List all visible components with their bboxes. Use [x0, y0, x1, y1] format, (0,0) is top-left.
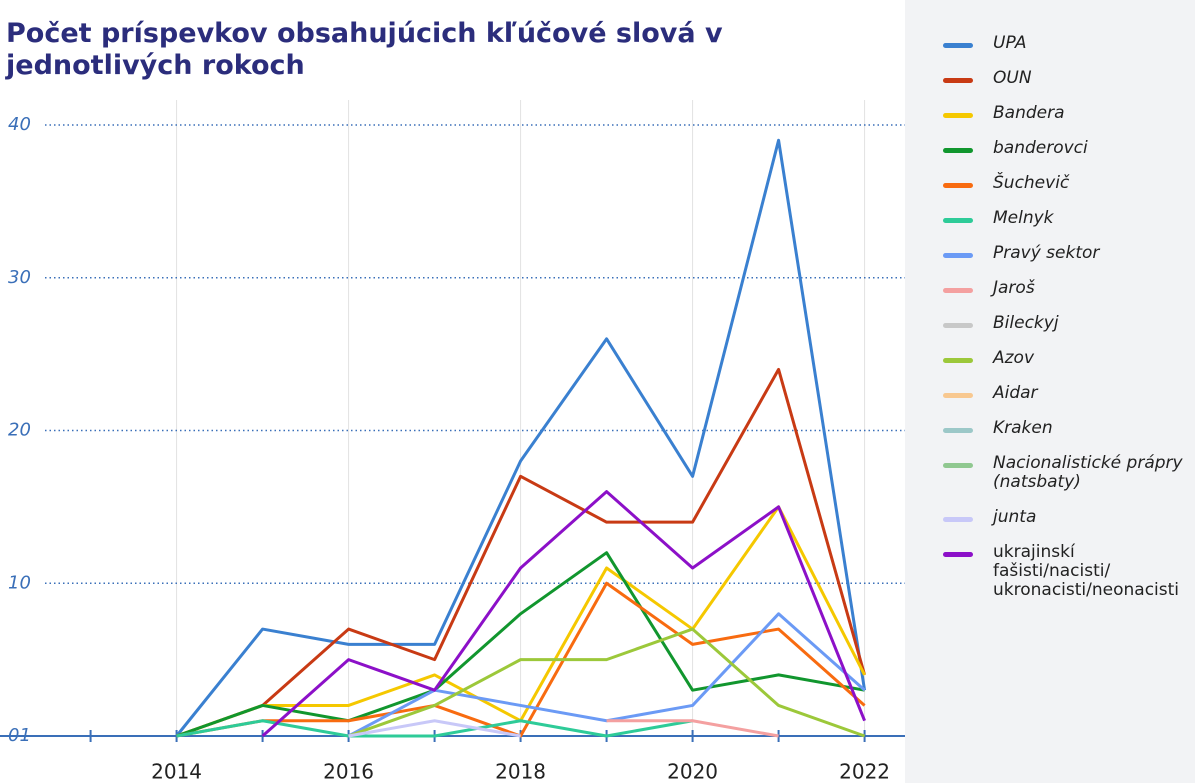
x-tick-label: 2020 — [667, 760, 718, 783]
legend-swatch — [943, 517, 973, 522]
chart-title: Počet príspevkov obsahujúcich kľúčové sl… — [6, 18, 723, 81]
series-line — [175, 138, 867, 737]
series-line — [261, 490, 866, 738]
legend-item: Kraken — [943, 419, 1195, 438]
legend-label: Azov — [993, 348, 1035, 368]
legend-swatch — [943, 288, 973, 293]
legend-swatch — [943, 218, 973, 223]
y-tick-label: 30 — [8, 267, 31, 288]
legend-item: Aidar — [943, 384, 1195, 403]
y-tick-label: 20 — [8, 420, 31, 441]
legend-item: OUN — [943, 69, 1195, 88]
legend-item: Azov — [943, 349, 1195, 368]
series-line — [176, 367, 867, 738]
legend-label: OUN — [993, 68, 1032, 88]
series-line — [348, 719, 521, 738]
x-tick-label: 2016 — [323, 760, 374, 783]
legend-item: Melnyk — [943, 209, 1195, 228]
legend-label: UPA — [993, 33, 1027, 53]
legend-label: Nacionalistické prápry (natsbaty) — [993, 453, 1183, 492]
series-line — [347, 612, 866, 738]
legend-item: junta — [943, 508, 1195, 527]
legend-item: UPA — [943, 34, 1195, 53]
legend-swatch — [943, 183, 973, 188]
legend-label: Melnyk — [993, 208, 1054, 228]
legend-swatch — [943, 323, 973, 328]
legend-swatch — [943, 253, 973, 258]
y-tick-label: 40 — [8, 114, 31, 135]
legend-swatch — [943, 552, 973, 557]
legend-swatch — [943, 428, 973, 433]
legend-label: Pravý sektor — [993, 243, 1100, 263]
legend-label: junta — [993, 507, 1037, 527]
legend-label: Kraken — [993, 418, 1053, 438]
legend-label: Aidar — [993, 383, 1038, 403]
legend-swatch — [943, 43, 973, 48]
legend-item: Nacionalistické prápry (natsbaty) — [943, 454, 1195, 492]
legend-swatch — [943, 358, 973, 363]
x-tick-label: 2022 — [839, 760, 890, 783]
y-tick-label: 10 — [8, 572, 31, 593]
x-tick-label: 2014 — [151, 760, 202, 783]
legend-swatch — [943, 148, 973, 153]
legend-item: banderovci — [943, 139, 1195, 158]
legend-label: ukrajinskí fašisti/nacisti/ ukronacisti/… — [993, 542, 1180, 600]
legend-label: Bandera — [993, 103, 1065, 123]
legend-item: Jaroš — [943, 279, 1195, 298]
legend: UPA OUN Bandera banderovci Šuchevič Melnyk Pra… — [905, 0, 1195, 783]
series-line — [606, 719, 779, 738]
legend-swatch — [943, 463, 973, 468]
legend-label: banderovci — [993, 138, 1088, 158]
series-line — [348, 627, 866, 738]
legend-item: ukrajinskí fašisti/nacisti/ ukronacisti/… — [943, 543, 1195, 600]
legend-swatch — [943, 113, 973, 118]
legend-item: Pravý sektor — [943, 244, 1195, 263]
legend-label: Šuchevič — [993, 173, 1070, 193]
x-tick-label: 2018 — [495, 760, 546, 783]
legend-label: Jaroš — [993, 278, 1035, 298]
legend-item: Šuchevič — [943, 174, 1195, 193]
legend-label: Bileckyj — [993, 313, 1059, 333]
legend-item: Bandera — [943, 104, 1195, 123]
legend-item: Bileckyj — [943, 314, 1195, 333]
legend-swatch — [943, 393, 973, 398]
series-line — [176, 719, 693, 738]
legend-swatch — [943, 78, 973, 83]
